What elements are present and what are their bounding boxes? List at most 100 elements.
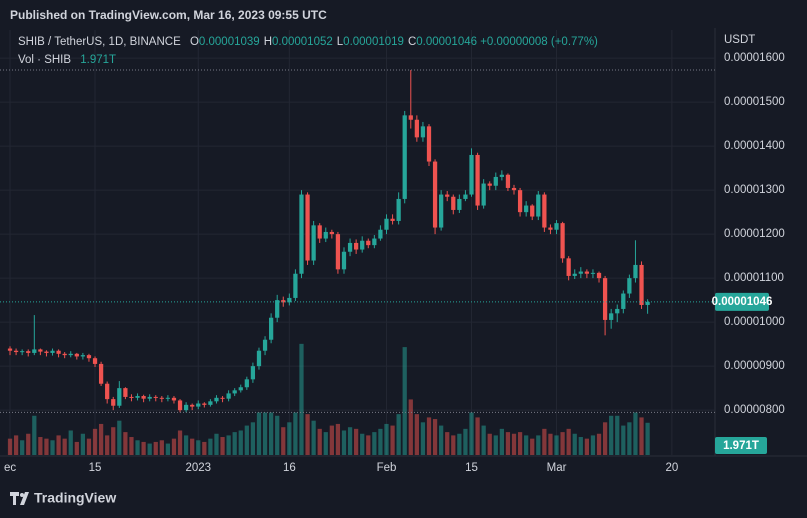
candle-body <box>214 397 219 402</box>
volume-bar <box>323 432 328 455</box>
candle-body <box>457 198 462 210</box>
candle-body <box>536 194 541 217</box>
volume-bar <box>92 428 98 455</box>
candle-body <box>177 400 183 411</box>
candle-body <box>171 397 177 401</box>
volume-bar <box>80 433 86 455</box>
volume-bar <box>609 415 614 455</box>
candle-body <box>38 349 43 352</box>
volume-bar <box>420 422 426 455</box>
volume-bar <box>615 415 620 455</box>
candle-body <box>609 313 614 320</box>
y-tick-label: 0.00000800 <box>724 404 785 416</box>
candle-body <box>335 234 341 270</box>
candle-body <box>554 223 559 230</box>
y-tick-label: 0.00001100 <box>724 272 784 284</box>
candle-body <box>86 355 92 359</box>
candle-body <box>323 231 328 239</box>
volume-bar <box>596 433 602 455</box>
candle-body <box>159 397 164 399</box>
volume-bar <box>299 343 304 455</box>
grid <box>0 30 715 455</box>
volume-bar <box>74 441 79 455</box>
volume-row: Vol · SHIB 1.971T <box>18 54 116 66</box>
volume-bar <box>165 443 171 455</box>
volume-bar <box>487 433 492 455</box>
volume-title: Vol · SHIB <box>18 54 72 66</box>
volume-bar <box>372 432 377 455</box>
volume-bar <box>457 433 462 455</box>
candle-body <box>530 205 535 217</box>
last-price-box <box>715 292 769 311</box>
candle-body <box>645 301 650 305</box>
volume-bar <box>469 412 474 455</box>
volume-bar <box>281 427 286 455</box>
volume-legend: 1.971T <box>80 54 117 66</box>
candle-body <box>244 379 249 388</box>
volume-bar <box>602 422 608 455</box>
volume-bar <box>439 425 444 455</box>
volume-bar <box>159 440 164 455</box>
candle-body <box>463 194 468 199</box>
candle-body <box>499 174 504 177</box>
ohlc-value: 0.00001046 <box>416 36 478 48</box>
candle-body <box>220 397 225 399</box>
volume-bar <box>311 420 316 455</box>
candle-body <box>153 396 158 398</box>
volume-bar <box>360 433 365 455</box>
y-tick-label: 0.00001000 <box>724 316 785 328</box>
x-tick-label: 20 <box>665 462 678 474</box>
volume-bar <box>123 432 128 455</box>
volume-bar <box>590 435 596 455</box>
volume-bar <box>183 435 189 455</box>
candle-body <box>487 183 492 186</box>
candle-body <box>451 196 456 210</box>
volume-bar <box>98 423 104 455</box>
volume-bar <box>475 417 480 455</box>
candle-body <box>305 194 310 261</box>
candle-body <box>329 231 334 235</box>
x-tick-label: 2023 <box>185 462 211 474</box>
y-tick-label: 0.00000900 <box>724 360 785 372</box>
volume-bar <box>530 438 535 455</box>
candle-body <box>44 351 49 353</box>
candle-body <box>275 300 280 318</box>
change: +0.00000008 (+0.77%) <box>480 36 598 48</box>
last-volume-box <box>715 437 767 454</box>
volume-bar <box>135 440 140 455</box>
logo-icon <box>10 492 29 505</box>
candle-body <box>250 366 256 380</box>
volume-bar <box>305 414 310 455</box>
volume-bar <box>463 428 468 455</box>
volume-bar <box>147 443 152 455</box>
candle-body <box>384 218 389 230</box>
candle-body <box>190 404 195 407</box>
volume-bar <box>129 437 134 455</box>
volume-bar <box>341 430 347 455</box>
candle-body <box>584 271 590 274</box>
volume-bar <box>578 437 583 455</box>
volume-bar <box>426 417 432 455</box>
volume-bar <box>56 435 61 455</box>
volume-bar <box>517 432 523 455</box>
volume-bar <box>548 433 553 455</box>
candle-body <box>615 308 620 314</box>
candle-body <box>92 358 98 364</box>
volume-bar <box>190 438 195 455</box>
candle-body <box>596 272 602 279</box>
volume-bar <box>414 414 419 455</box>
candle-body <box>542 194 547 228</box>
volume-bar <box>62 438 67 455</box>
volume-bar <box>275 415 280 455</box>
volume-bar <box>584 438 590 455</box>
volume-bar <box>378 428 383 455</box>
volume-bar <box>244 425 249 455</box>
y-tick-label: 0.00001500 <box>724 96 785 108</box>
volume-bar <box>645 422 650 455</box>
volume-bar <box>293 412 298 455</box>
candle-body <box>68 353 73 356</box>
candle-body <box>475 154 480 206</box>
volume-bar <box>329 425 334 455</box>
